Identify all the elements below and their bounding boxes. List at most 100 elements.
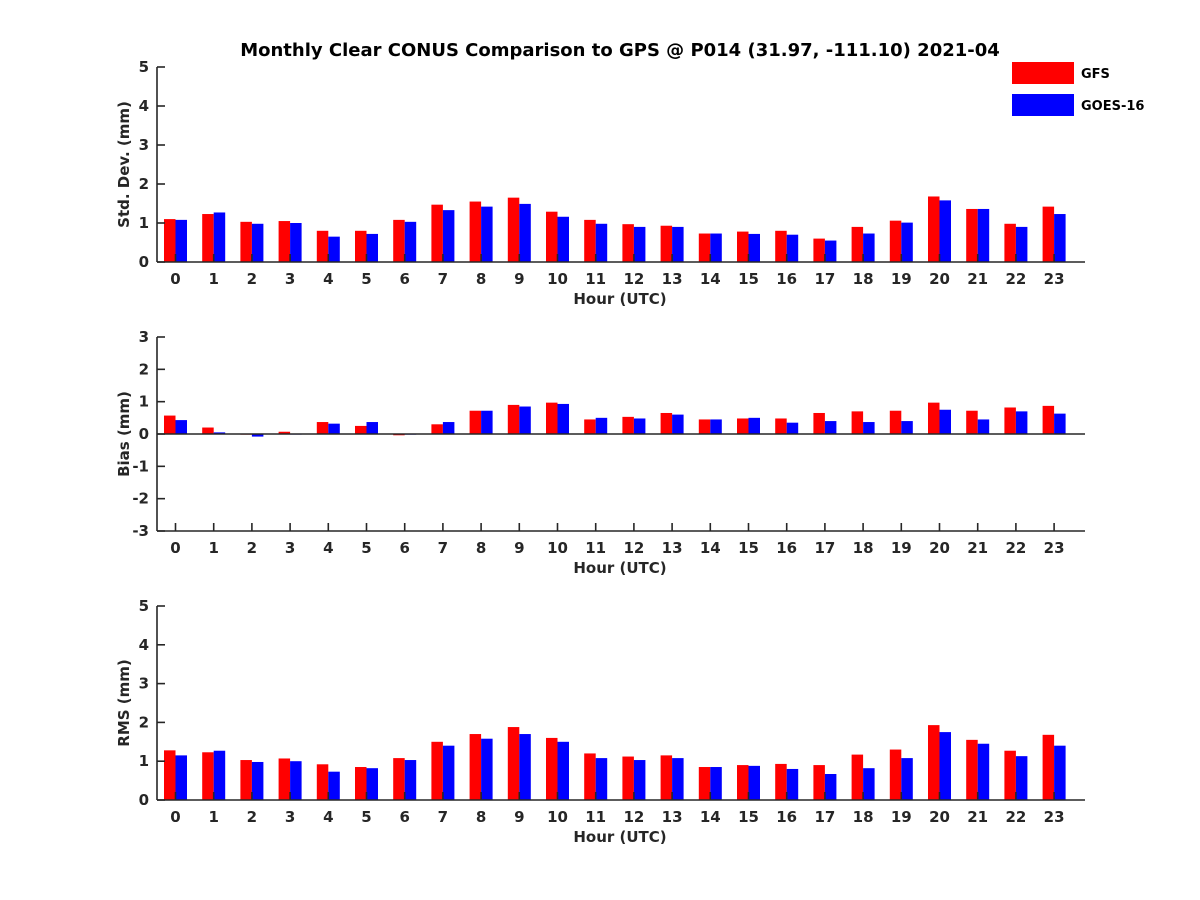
bar-goes-16-hour-2 [251,761,264,800]
bar-gfs-hour-5 [355,230,367,262]
bar-goes-16-hour-0 [175,420,187,434]
x-tick-label: 11 [585,808,606,826]
bar-gfs-hour-17 [813,765,825,800]
bar-goes-16-hour-17 [824,421,837,434]
x-tick-label: 19 [891,539,912,557]
y-tick-label: -1 [132,457,149,475]
bar-gfs-hour-9 [507,727,520,800]
bar-goes-16-hour-12 [633,418,646,434]
bar-goes-16-hour-11 [595,758,608,800]
x-tick-label: 20 [929,270,950,288]
bar-gfs-hour-12 [622,756,634,800]
bar-goes-16-hour-13 [672,414,684,434]
bar-gfs-hour-22 [1004,407,1016,434]
x-tick-label: 3 [285,270,295,288]
x-tick-label: 16 [776,808,797,826]
x-tick-label: 17 [814,808,835,826]
y-tick-label: 3 [139,328,149,346]
bar-goes-16-hour-13 [672,226,684,262]
bar-gfs-hour-3 [278,758,291,800]
bar-goes-16-hour-0 [175,755,187,800]
bar-gfs-hour-19 [889,220,902,262]
bar-gfs-hour-20 [928,725,940,800]
bar-gfs-hour-19 [889,749,902,800]
x-tick-label: 2 [247,539,257,557]
y-tick-label: 4 [139,636,149,654]
bar-gfs-hour-3 [278,221,291,262]
x-tick-label: 6 [399,270,409,288]
bar-gfs-hour-17 [813,412,825,434]
y-tick-label: 4 [139,97,149,115]
bar-gfs-hour-14 [698,233,711,262]
bar-goes-16-hour-21 [977,419,990,434]
x-axis-label: Hour (UTC) [573,559,666,577]
bar-goes-16-hour-23 [1054,745,1066,800]
x-tick-label: 19 [891,808,912,826]
bar-goes-16-hour-22 [1015,226,1028,262]
x-tick-label: 2 [247,808,257,826]
bar-gfs-hour-16 [775,763,787,800]
bar-gfs-hour-15 [737,765,749,800]
bar-goes-16-hour-4 [328,236,340,262]
bar-gfs-hour-11 [584,219,596,262]
bar-goes-16-hour-19 [901,758,913,800]
x-tick-label: 16 [776,270,797,288]
bar-goes-16-hour-20 [939,732,951,800]
bar-goes-16-hour-9 [519,734,531,800]
bar-goes-16-hour-5 [366,233,378,262]
x-axis-label: Hour (UTC) [573,828,666,846]
bar-goes-16-hour-0 [175,219,187,262]
x-tick-label: 2 [247,270,257,288]
bar-gfs-hour-6 [393,758,405,800]
x-tick-label: 1 [208,270,218,288]
y-tick-label: 2 [139,175,149,193]
bar-gfs-hour-21 [966,739,978,800]
legend: GFS GOES-16 [1012,62,1144,116]
bar-gfs-hour-21 [966,410,978,434]
y-tick-label: -3 [132,522,149,540]
bar-gfs-hour-1 [202,752,214,800]
bar-gfs-hour-11 [584,753,596,800]
bar-gfs-hour-18 [851,754,864,800]
x-tick-label: 17 [814,539,835,557]
bar-gfs-hour-22 [1004,750,1016,800]
x-tick-label: 23 [1044,808,1065,826]
bar-goes-16-hour-18 [863,422,875,434]
x-tick-label: 12 [623,539,644,557]
bar-goes-16-hour-1 [213,432,226,434]
bar-goes-16-hour-6 [404,760,417,800]
x-tick-label: 18 [853,808,874,826]
bar-goes-16-hour-4 [328,423,340,434]
bar-gfs-hour-17 [813,238,825,262]
bar-goes-16-hour-12 [633,760,646,800]
bar-gfs-hour-4 [316,764,329,800]
bar-gfs-hour-11 [584,419,596,434]
bar-gfs-hour-0 [164,415,176,434]
x-tick-label: 20 [929,808,950,826]
bar-gfs-hour-1 [202,214,214,262]
bar-goes-16-hour-14 [710,767,722,800]
bar-gfs-hour-4 [316,230,329,262]
bar-gfs-hour-9 [507,197,520,262]
bar-goes-16-hour-2 [251,223,264,262]
x-tick-label: 7 [438,539,448,557]
bar-gfs-hour-12 [622,224,634,262]
x-tick-label: 16 [776,539,797,557]
x-tick-label: 7 [438,808,448,826]
bar-goes-16-hour-21 [977,208,990,262]
bar-goes-16-hour-11 [595,223,608,262]
legend-swatch-gfs [1012,62,1074,84]
x-tick-label: 11 [585,270,606,288]
x-tick-label: 5 [361,270,371,288]
bar-gfs-hour-22 [1004,223,1016,262]
x-tick-label: 21 [967,808,988,826]
x-tick-label: 6 [399,539,409,557]
x-tick-label: 8 [476,539,486,557]
x-tick-label: 1 [208,808,218,826]
bar-gfs-hour-5 [355,425,367,434]
bar-goes-16-hour-5 [366,422,378,434]
bar-gfs-hour-7 [431,741,443,800]
y-tick-label: 5 [139,58,149,76]
